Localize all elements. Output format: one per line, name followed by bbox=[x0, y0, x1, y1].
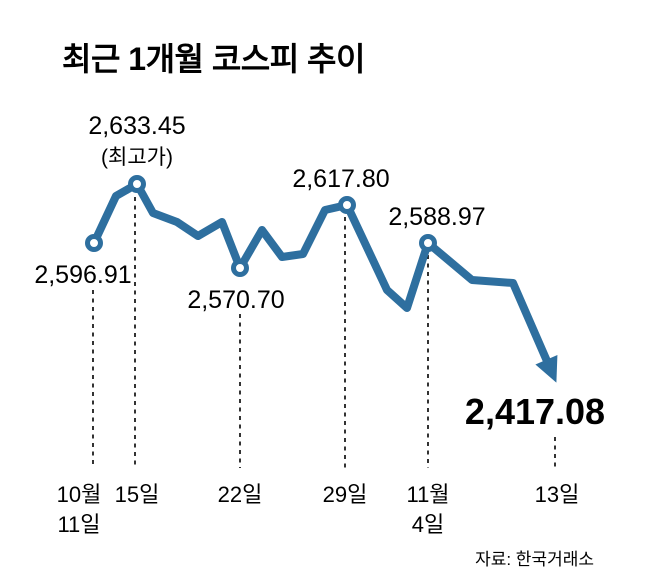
value-label-nov13-current: 2,417.08 bbox=[464, 391, 606, 432]
data-source-credit: 자료: 한국거래소 bbox=[475, 550, 594, 569]
x-axis-label-nov13: 13일 bbox=[535, 480, 580, 510]
x-axis-label-nov4: 11월 4일 bbox=[406, 480, 449, 540]
x-axis-label-oct11: 10월 11일 bbox=[57, 480, 102, 540]
data-point-marker bbox=[338, 196, 356, 214]
x-axis-label-oct15: 15일 bbox=[115, 480, 160, 510]
x-axis-label-line: 10월 bbox=[56, 482, 102, 507]
value-label-oct22: 2,570.70 bbox=[187, 286, 285, 314]
x-axis-label-oct22: 22일 bbox=[218, 480, 263, 510]
value-label-oct11: 2,596.91 bbox=[34, 261, 132, 289]
value-label-oct29: 2,617.80 bbox=[292, 165, 390, 193]
data-point-marker bbox=[231, 259, 249, 277]
downtrend-arrowhead-icon bbox=[535, 354, 558, 383]
value-label-nov4: 2,588.97 bbox=[388, 203, 486, 231]
data-point-marker bbox=[128, 175, 146, 193]
value-annotation-high: (최고가) bbox=[101, 146, 173, 169]
x-axis-label-oct29: 29일 bbox=[323, 480, 368, 510]
x-axis-label-line: 13일 bbox=[534, 482, 580, 507]
data-point-marker bbox=[419, 234, 437, 252]
x-axis-label-line: 4일 bbox=[411, 512, 445, 537]
data-point-marker bbox=[85, 234, 103, 252]
chart-title: 최근 1개월 코스피 추이 bbox=[62, 41, 365, 77]
x-axis-label-line: 22일 bbox=[217, 482, 263, 507]
x-axis-label-line: 29일 bbox=[322, 482, 368, 507]
x-axis-label-line: 11일 bbox=[57, 512, 101, 537]
x-axis-label-line: 11월 bbox=[406, 482, 450, 507]
x-axis-label-line: 15일 bbox=[114, 482, 160, 507]
value-label-oct15-high: 2,633.45 bbox=[88, 112, 186, 140]
